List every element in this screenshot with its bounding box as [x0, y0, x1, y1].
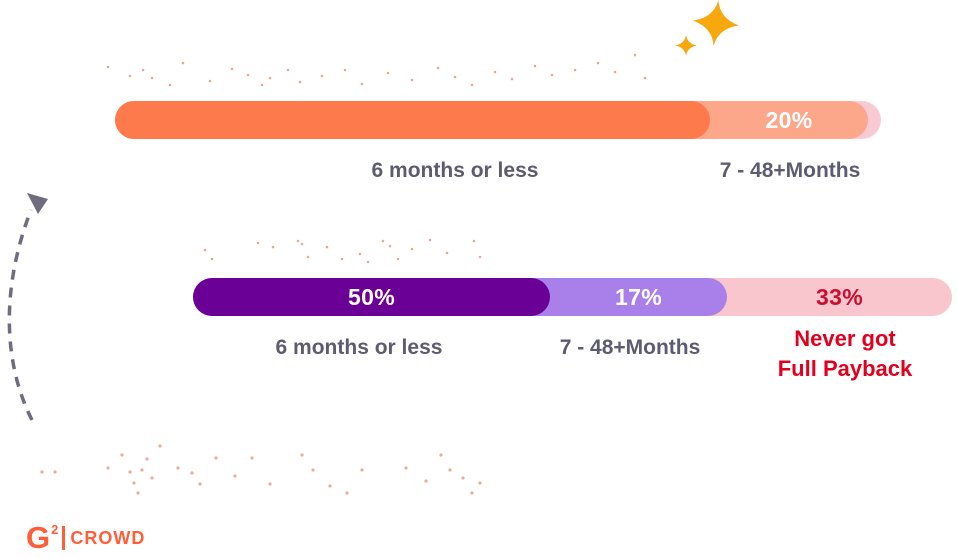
bar-top-track: 20%	[115, 101, 881, 139]
bar-bottom-label-6-months: 6 months or less	[275, 336, 443, 359]
logo-superscript-2: 2	[51, 521, 59, 537]
bar-top-label-6-months: 6 months or less	[371, 159, 539, 182]
red-label-line2: Full Payback	[777, 356, 913, 381]
g2-crowd-logo: G 2 CROWD	[26, 521, 145, 555]
logo-word-crowd: CROWD	[70, 527, 146, 548]
bar-bottom-label-never-got-payback: Never got Full Payback	[720, 324, 958, 384]
redacted-caption-speckles	[40, 444, 482, 495]
redacted-title-top-speckles	[106, 53, 647, 87]
bar-top-segment-6-months	[115, 101, 710, 139]
sparkle-icon	[675, 0, 739, 56]
logo-g-letter: G	[26, 520, 51, 555]
bar-top-label-7-48-months: 7 - 48+Months	[719, 159, 861, 182]
bar-bottom-segment-6-months	[193, 278, 550, 316]
bar-bottom-value-50: 50%	[348, 284, 395, 310]
bar-bottom-track: 50% 17% 33%	[193, 278, 952, 316]
bar-bottom-label-7-48-months: 7 - 48+Months	[559, 336, 701, 359]
bar-bottom-value-17: 17%	[615, 284, 662, 310]
logo-divider	[62, 526, 66, 550]
bar-bottom-value-33: 33%	[816, 284, 863, 310]
redacted-title-middle-speckles	[203, 238, 482, 264]
red-label-line1: Never got	[794, 326, 896, 351]
dashed-arrow-icon	[7, 193, 48, 421]
bar-top-value-20: 20%	[765, 107, 813, 133]
